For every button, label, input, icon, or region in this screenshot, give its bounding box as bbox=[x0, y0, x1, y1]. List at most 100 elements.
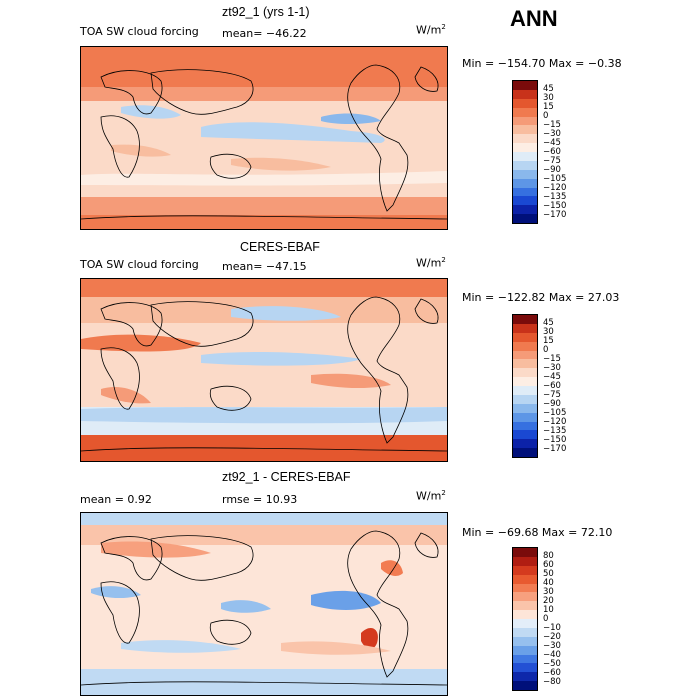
colorbar bbox=[512, 547, 538, 691]
colorbar-tick-label: 45 bbox=[543, 83, 554, 94]
colorbar-swatch bbox=[513, 143, 537, 152]
colorbar-tick-label: −135 bbox=[543, 191, 567, 202]
colorbar-swatch bbox=[513, 125, 537, 135]
colorbar-tick-label: −75 bbox=[543, 155, 561, 166]
colorbar-swatch bbox=[513, 645, 537, 655]
minmax-label: Min = −69.68 Max = 72.10 bbox=[462, 526, 613, 539]
colorbar-swatch bbox=[513, 386, 537, 395]
colorbar-tick-label: −20 bbox=[543, 631, 561, 642]
colorbar-swatch bbox=[513, 89, 537, 99]
obs-map bbox=[80, 278, 448, 462]
colorbar-tick-label: −90 bbox=[543, 164, 561, 175]
colorbar-tick-label: −150 bbox=[543, 434, 567, 445]
colorbar-swatch bbox=[513, 107, 537, 117]
colorbar-swatch bbox=[513, 368, 537, 378]
colorbar-tick-label: 40 bbox=[543, 577, 554, 588]
colorbar-swatch bbox=[513, 377, 537, 386]
colorbar-swatch bbox=[513, 98, 537, 108]
colorbar-tick-label: 0 bbox=[543, 110, 549, 121]
colorbar-tick-label: −60 bbox=[543, 380, 561, 391]
colorbar-tick-label: −50 bbox=[543, 658, 561, 669]
season-label: ANN bbox=[510, 6, 558, 31]
colorbar-swatch bbox=[513, 681, 537, 690]
colorbar-swatch bbox=[513, 359, 537, 369]
colorbar-swatch bbox=[513, 323, 537, 333]
colorbar-swatch bbox=[513, 548, 537, 557]
colorbar-tick-label: −150 bbox=[543, 200, 567, 211]
rmse-label: rmse = 10.93 bbox=[222, 493, 298, 506]
colorbar-tick-label: 15 bbox=[543, 101, 554, 112]
mean-label: mean= −46.22 bbox=[222, 27, 307, 40]
colorbar-swatch bbox=[513, 627, 537, 637]
colorbar-tick-label: −105 bbox=[543, 173, 567, 184]
colorbar-tick-label: −30 bbox=[543, 128, 561, 139]
colorbar-swatch bbox=[513, 663, 537, 673]
colorbar-swatch bbox=[513, 160, 537, 170]
minmax-label: Min = −154.70 Max = −0.38 bbox=[462, 57, 622, 70]
colorbar-swatch bbox=[513, 565, 537, 575]
colorbar-tick-label: 0 bbox=[543, 613, 549, 624]
colorbar-swatch bbox=[513, 574, 537, 584]
colorbar-swatch bbox=[513, 439, 537, 449]
colorbar-swatch bbox=[513, 205, 537, 215]
colorbar-swatch bbox=[513, 214, 537, 223]
mean-label: mean= −47.15 bbox=[222, 260, 307, 273]
colorbar-tick-label: −45 bbox=[543, 371, 561, 382]
colorbar-swatch bbox=[513, 619, 537, 628]
colorbar-swatch bbox=[513, 332, 537, 342]
variable-label: TOA SW cloud forcing bbox=[80, 25, 199, 38]
colorbar-tick-label: −45 bbox=[543, 137, 561, 148]
colorbar-tick-label: −120 bbox=[543, 182, 567, 193]
colorbar-tick-label: 50 bbox=[543, 568, 554, 579]
colorbar bbox=[512, 314, 538, 458]
colorbar-tick-label: −170 bbox=[543, 209, 567, 220]
colorbar-tick-label: −90 bbox=[543, 398, 561, 409]
colorbar-swatch bbox=[513, 403, 537, 413]
colorbar-swatch bbox=[513, 187, 537, 197]
colorbar-swatch bbox=[513, 421, 537, 431]
colorbar-tick-label: 30 bbox=[543, 326, 554, 337]
colorbar-swatch bbox=[513, 152, 537, 161]
colorbar bbox=[512, 80, 538, 224]
colorbar-tick-label: 20 bbox=[543, 595, 554, 606]
colorbar-swatch bbox=[513, 592, 537, 602]
colorbar-tick-label: −10 bbox=[543, 622, 561, 633]
minmax-label: Min = −122.82 Max = 27.03 bbox=[462, 291, 620, 304]
colorbar-tick-label: 45 bbox=[543, 317, 554, 328]
colorbar-swatch bbox=[513, 134, 537, 144]
colorbar-tick-label: 60 bbox=[543, 559, 554, 570]
colorbar-tick-label: −30 bbox=[543, 640, 561, 651]
colorbar-swatch bbox=[513, 636, 537, 646]
colorbar-swatch bbox=[513, 610, 537, 619]
colorbar-swatch bbox=[513, 448, 537, 457]
colorbar-tick-label: −170 bbox=[543, 443, 567, 454]
colorbar-swatch bbox=[513, 583, 537, 593]
colorbar-tick-label: −30 bbox=[543, 362, 561, 373]
colorbar-tick-label: −60 bbox=[543, 667, 561, 678]
variable-label: TOA SW cloud forcing bbox=[80, 258, 199, 271]
colorbar-tick-label: −120 bbox=[543, 416, 567, 427]
colorbar-swatch bbox=[513, 430, 537, 440]
colorbar-swatch bbox=[513, 394, 537, 404]
colorbar-swatch bbox=[513, 601, 537, 611]
mean-label: mean = 0.92 bbox=[80, 493, 152, 506]
colorbar-swatch bbox=[513, 116, 537, 126]
colorbar-swatch bbox=[513, 412, 537, 422]
panel-title: CERES-EBAF bbox=[240, 240, 320, 254]
colorbar-swatch bbox=[513, 654, 537, 664]
colorbar-swatch bbox=[513, 672, 537, 682]
panel-title: zt92_1 - CERES-EBAF bbox=[222, 470, 351, 484]
colorbar-swatch bbox=[513, 169, 537, 179]
colorbar-tick-label: 30 bbox=[543, 586, 554, 597]
colorbar-tick-label: −40 bbox=[543, 649, 561, 660]
colorbar-tick-label: −135 bbox=[543, 425, 567, 436]
colorbar-swatch bbox=[513, 196, 537, 206]
colorbar-tick-label: 15 bbox=[543, 335, 554, 346]
units-label: W/m2 bbox=[416, 489, 446, 503]
colorbar-tick-label: −15 bbox=[543, 119, 561, 130]
units-label: W/m2 bbox=[416, 23, 446, 37]
colorbar-tick-label: −15 bbox=[543, 353, 561, 364]
colorbar-tick-label: 0 bbox=[543, 344, 549, 355]
model-map bbox=[80, 46, 448, 230]
colorbar-swatch bbox=[513, 81, 537, 90]
